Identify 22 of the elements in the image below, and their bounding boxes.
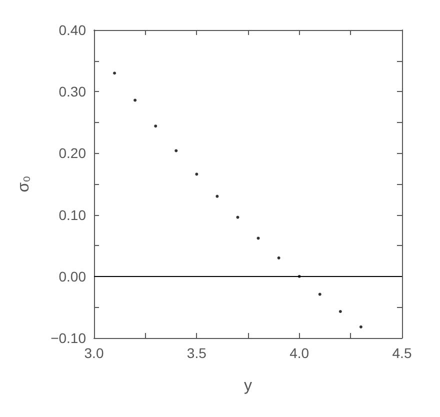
x-tick-label: 4.0 <box>290 345 310 361</box>
y-axis-title: σ₀ <box>16 176 32 192</box>
point <box>195 172 198 176</box>
point <box>216 194 219 198</box>
y-tick-label: 0.40 <box>58 22 86 38</box>
x-tick-label: 3.5 <box>186 345 207 361</box>
point <box>359 325 362 328</box>
point <box>154 124 158 128</box>
point <box>277 256 280 260</box>
point <box>236 216 240 219</box>
x-axis-title: y <box>244 378 252 394</box>
x-tick-label: 4.5 <box>392 345 412 361</box>
y-tick-label: 0.30 <box>58 84 86 100</box>
point <box>338 310 342 314</box>
point <box>256 236 260 240</box>
y-tick-label: −0.10 <box>50 330 86 346</box>
point <box>134 98 137 102</box>
y-tick-label: 0.00 <box>58 268 86 284</box>
point <box>113 72 116 75</box>
x-tick-label: 3.0 <box>84 345 104 361</box>
y-tick-label: 0.20 <box>58 145 86 162</box>
y-tick-label: 0.10 <box>58 206 86 223</box>
